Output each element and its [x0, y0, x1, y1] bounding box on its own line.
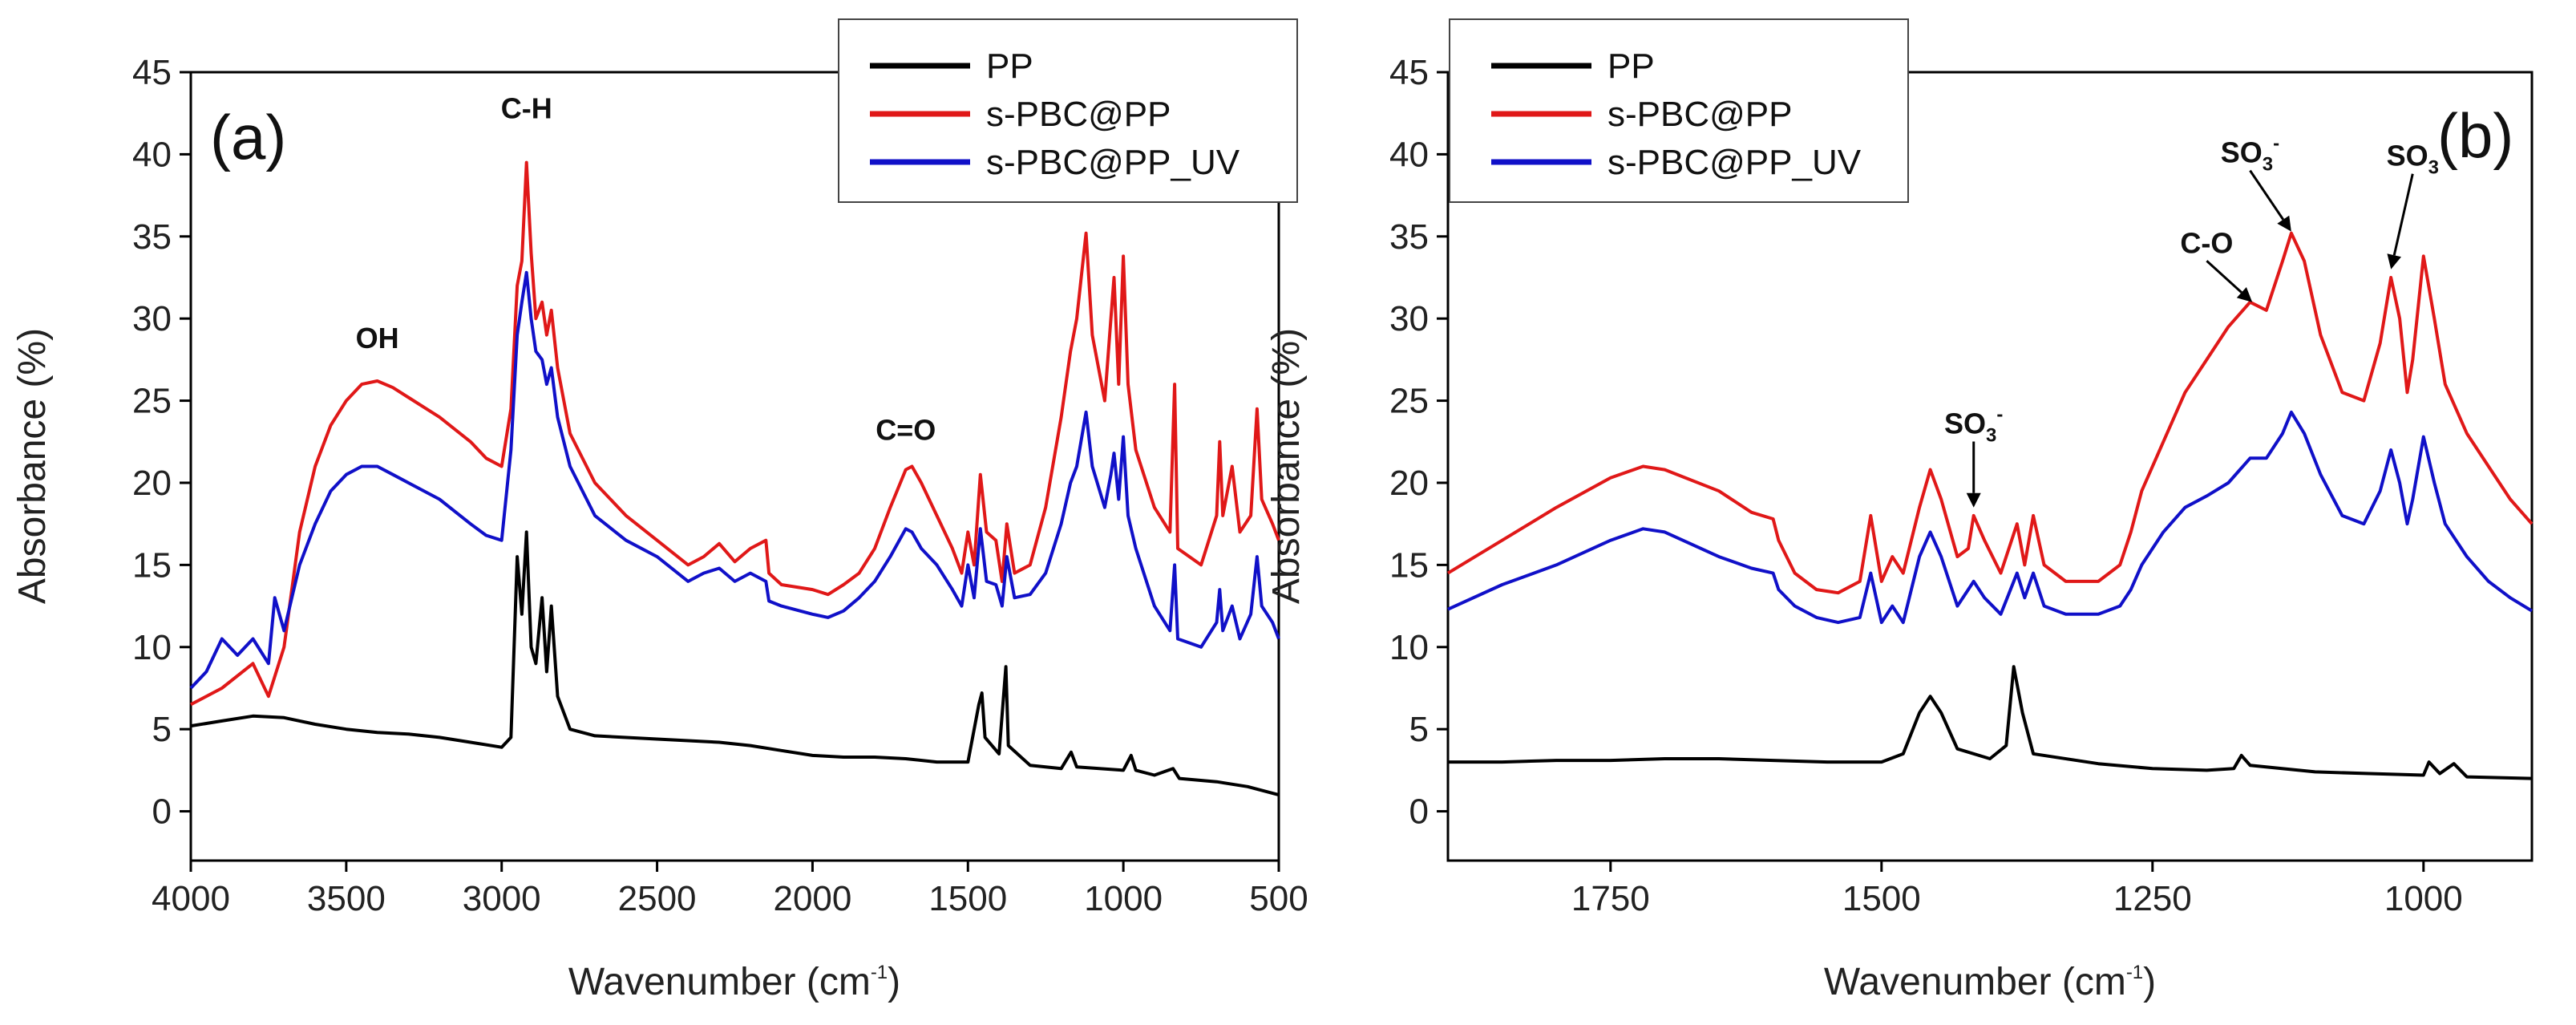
series-line-s-pbc-pp [1446, 231, 2534, 595]
y-tick-label: 0 [1409, 792, 1429, 832]
panel-a-plot-area [189, 160, 1280, 797]
panel-b-y-axis-title: Absorbance (%) [1265, 328, 1308, 604]
panel-b-frame [1446, 71, 2534, 862]
panel-b-annotations: SO3- C-O SO3- SO3 [1944, 133, 2439, 508]
legend-label-pp: PP [986, 47, 1033, 86]
so3-charge: - [2273, 133, 2279, 155]
x-tick-label: 1750 [1571, 879, 1650, 918]
panel-b-ticks: 1750 1500 1250 1000 0 5 10 15 20 25 30 35 40 45 [1389, 53, 2463, 918]
legend-label-spbc-uv: s-PBC@PP_UV [986, 143, 1240, 182]
legend-label-spbc-uv: s-PBC@PP_UV [1607, 143, 1862, 182]
panel-b-plot-area [1446, 231, 2534, 780]
panel-a-legend: PP s-PBC@PP s-PBC@PP_UV [838, 18, 1298, 203]
y-tick-label: 5 [1409, 710, 1429, 749]
x-tick-label: 2500 [618, 879, 697, 918]
y-tick-label: 45 [132, 53, 172, 92]
panel-a-tag: (a) [210, 102, 286, 172]
so3-text: SO [1944, 407, 1986, 440]
annotation-arrow-head [1966, 492, 1981, 508]
x-tick-label: 1250 [2113, 879, 2192, 918]
so3-subscript: 3 [2428, 157, 2439, 179]
legend-label-spbc: s-PBC@PP [1607, 95, 1792, 134]
panel-a-x-axis-title: Wavenumber (cm-1) [568, 961, 900, 1003]
x-tick-label: 1000 [2384, 879, 2463, 918]
annotation-oh: OH [356, 322, 399, 354]
legend-label-spbc: s-PBC@PP [986, 95, 1171, 134]
x-tick-label: 4000 [152, 879, 230, 918]
y-tick-label: 0 [152, 792, 172, 832]
y-tick-label: 20 [132, 464, 172, 503]
legend-box [1449, 18, 1909, 203]
y-tick-label: 20 [1389, 464, 1429, 503]
annotation-arrow-head [2277, 215, 2291, 232]
y-tick-label: 25 [1389, 382, 1429, 421]
legend-box [838, 18, 1298, 203]
y-tick-label: 30 [132, 299, 172, 338]
y-tick-label: 15 [132, 545, 172, 585]
panel-a-frame [189, 71, 1280, 862]
y-tick-label: 35 [132, 217, 172, 257]
x-tick-label: 3500 [307, 879, 386, 918]
x-title-sup: -1 [871, 962, 888, 983]
series-line-pp [1448, 665, 2533, 780]
x-tick-label: 1500 [1842, 879, 1921, 918]
panel-a-y-axis-title: Absorbance (%) [11, 328, 54, 604]
x-title-main: Wavenumber (cm [568, 961, 871, 1003]
x-tick-label: 500 [1249, 879, 1308, 918]
y-tick-label: 15 [1389, 545, 1429, 585]
series-line-s-pbc-pp-uv [1447, 410, 2534, 625]
annotation-arrow-shaft [2206, 260, 2242, 294]
so3-text: SO [2387, 140, 2428, 172]
so3-text: SO [2221, 136, 2263, 169]
so3-subscript: 3 [2263, 154, 2273, 176]
panel-a: 4000 3500 3000 2500 2000 1500 1000 500 0 5 10 15 20 2… [11, 18, 1308, 1003]
panel-b-x-axis-title: Wavenumber (cm-1) [1824, 961, 2156, 1003]
series-line-pp [190, 530, 1280, 797]
panel-a-annotations: OH C-H C=O [356, 91, 936, 446]
y-tick-label: 40 [132, 135, 172, 174]
panel-a-ticks: 4000 3500 3000 2500 2000 1500 1000 500 0 5 10 15 20 2… [132, 53, 1308, 918]
y-tick-label: 45 [1389, 53, 1429, 92]
so3-charge: - [1996, 404, 2003, 426]
annotation-arrow-head [2387, 253, 2402, 269]
annotation-arrow-shaft [2249, 169, 2285, 221]
annotation-so3-1400: SO3- [1944, 404, 2003, 447]
annotation-co-carbonyl: C=O [876, 414, 936, 447]
annotation-arrows [1966, 169, 2414, 508]
panel-b: 1750 1500 1250 1000 0 5 10 15 20 25 30 35 40 45 (b) S… [1265, 18, 2534, 1003]
panel-b-legend: PP s-PBC@PP s-PBC@PP_UV [1449, 18, 1909, 203]
x-title-tail: ) [2143, 961, 2156, 1003]
x-title-tail: ) [888, 961, 900, 1003]
y-tick-label: 35 [1389, 217, 1429, 257]
x-title-main: Wavenumber (cm [1824, 961, 2126, 1003]
x-tick-label: 1000 [1084, 879, 1163, 918]
y-tick-label: 30 [1389, 299, 1429, 338]
x-tick-label: 2000 [773, 879, 851, 918]
annotation-arrow-head [2236, 286, 2253, 302]
annotation-so3-1120: SO3- [2221, 133, 2279, 176]
series-line-s-pbc-pp [190, 160, 1280, 707]
y-tick-label: 10 [1389, 628, 1429, 667]
y-tick-label: 10 [132, 628, 172, 667]
annotation-co-ether: C-O [2180, 226, 2233, 259]
x-tick-label: 3000 [463, 879, 541, 918]
x-title-sup: -1 [2126, 962, 2143, 983]
legend-label-pp: PP [1607, 47, 1655, 86]
y-tick-label: 5 [152, 710, 172, 749]
x-tick-label: 1500 [928, 879, 1007, 918]
annotation-arrow-shaft [2392, 173, 2414, 256]
y-tick-label: 25 [132, 382, 172, 421]
so3-subscript: 3 [1986, 425, 1996, 447]
annotation-so3-1030: SO3 [2387, 140, 2439, 179]
series-line-s-pbc-pp-uv [189, 270, 1280, 690]
y-tick-label: 40 [1389, 135, 1429, 174]
annotation-ch: C-H [501, 91, 552, 124]
panel-b-tag: (b) [2437, 100, 2513, 171]
